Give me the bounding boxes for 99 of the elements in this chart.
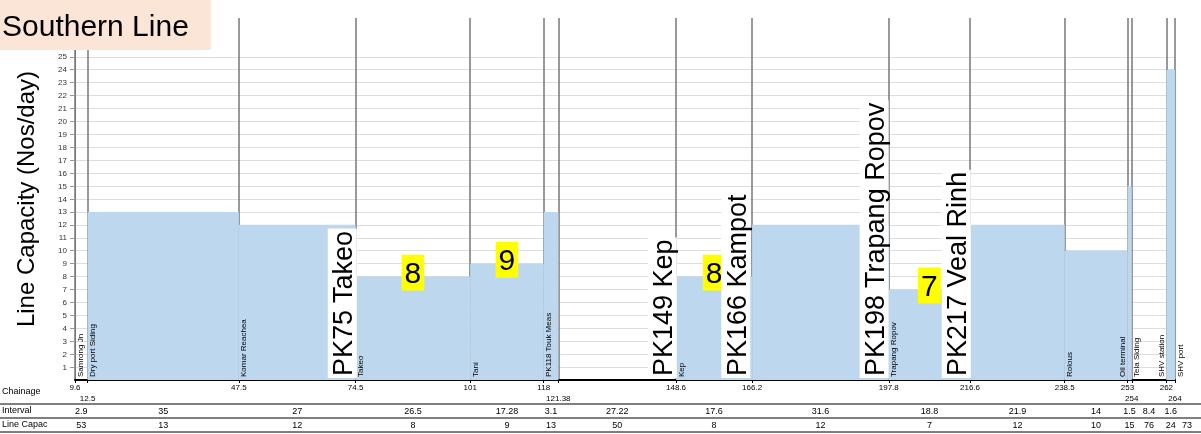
text: 27.22 [605, 406, 629, 416]
y-tick-label: 16 [58, 168, 68, 178]
y-tick-label: 20 [58, 116, 68, 126]
annotation: PK75 Takeo [328, 230, 359, 376]
annotation: PK166 Kampot [721, 193, 752, 376]
text: 8 [410, 420, 416, 430]
text: 31.6 [811, 406, 830, 416]
x-tick-label: 262 [1159, 382, 1174, 392]
data-label: 8 [404, 256, 422, 290]
chart-title: Southern Line [2, 8, 189, 42]
y-tick-label: 7 [62, 285, 68, 294]
text: 12 [1012, 420, 1023, 430]
annotation: Takeo [356, 355, 366, 377]
annotation: Komar Reachea [239, 318, 249, 377]
y-tick-label: 25 [58, 52, 68, 62]
y-tick-label: 19 [58, 129, 68, 139]
text: 26.5 [404, 406, 422, 416]
data-label: 8 [705, 256, 723, 290]
annotation: PK217 Veal Rinh [942, 171, 973, 376]
text: 7 [926, 420, 932, 430]
text: 12 [292, 420, 303, 430]
y-tick-label: 15 [58, 181, 68, 191]
y-tick-label: 24 [58, 65, 68, 75]
x-tick-label: 74.5 [347, 382, 364, 392]
text: 1.6 [1164, 406, 1177, 416]
y-tick-label: 9 [62, 259, 68, 269]
x-tick-label: 47.5 [231, 382, 248, 392]
y-tick-label: 5 [62, 310, 68, 320]
y-tick-label: 14 [58, 194, 68, 204]
y-tick-label: 12 [58, 220, 68, 230]
annotation: Oil terminal [1117, 336, 1127, 377]
x-tick-label: 101 [463, 382, 478, 392]
y-tick-label: 11 [58, 233, 68, 243]
text: 8 [711, 420, 717, 430]
x-tick-label: 118 [537, 382, 551, 392]
text: 8.4 [1142, 406, 1156, 416]
text: Line Capac [2, 418, 49, 429]
text: 13 [546, 420, 557, 430]
text: 24 [1165, 420, 1176, 430]
text: 12 [815, 420, 826, 430]
data-label: 9 [498, 243, 516, 277]
text: 76 [1144, 420, 1155, 430]
y-tick-label: 4 [62, 323, 68, 333]
x-tick-label: 148.6 [666, 382, 687, 392]
text: 2.9 [75, 406, 88, 416]
x-tick-label: 253 [1120, 382, 1135, 392]
text: Chainage [2, 385, 41, 396]
y-tick-label: 18 [58, 142, 68, 152]
text: 13 [158, 420, 169, 430]
x-tick-label: 197.8 [878, 382, 900, 392]
text: 121.38 [546, 393, 572, 403]
text: 73 [1181, 420, 1193, 430]
annotation: Rolous [1065, 352, 1075, 377]
text: 50 [612, 420, 623, 430]
y-tick-label: 17 [58, 155, 68, 165]
y-tick-label: 8 [62, 272, 68, 282]
text: 53 [76, 420, 87, 430]
y-tick-label: 3 [62, 336, 68, 346]
text: 264 [1168, 393, 1183, 403]
annotation: PK198 Trapang Ropov [860, 102, 891, 376]
annotation: Dry port Siding [88, 324, 98, 377]
text: 15 [1124, 420, 1135, 430]
text: 14 [1091, 406, 1102, 416]
y-tick-label: 1 [62, 362, 68, 372]
text: 1.5 [1123, 406, 1136, 416]
annotation: Samrong Jn [75, 333, 85, 377]
text: 21.9 [1008, 406, 1027, 416]
annotation: PK118 Touk Meas [544, 312, 554, 377]
annotation: SHV port [1175, 343, 1185, 377]
text: 17.28 [495, 406, 519, 416]
text: Interval [2, 404, 32, 415]
text: 254 [1125, 393, 1139, 403]
annotation: Tani [470, 362, 480, 377]
y-tick-label: 2 [62, 349, 68, 359]
text: 18.8 [920, 406, 939, 416]
text: 35 [158, 406, 169, 416]
annotation: Tela Siding [1132, 337, 1142, 377]
text: 27 [292, 406, 303, 416]
annotation: PK149 Kep [648, 239, 679, 376]
annotation: SHV station [1156, 334, 1166, 377]
y-axis-title: Line Capacity (Nos/day) [11, 70, 39, 328]
text: 10 [1091, 420, 1102, 430]
x-tick-label: 238.5 [1054, 382, 1076, 392]
x-tick-label: 166.2 [742, 382, 763, 392]
text: 9 [504, 420, 510, 430]
y-tick-label: 6 [62, 297, 68, 307]
x-tick-label: 216.6 [960, 382, 981, 392]
text: 17.6 [705, 406, 723, 416]
y-tick-label: 22 [58, 91, 68, 101]
data-label: 7 [921, 269, 938, 302]
y-tick-label: 21 [58, 104, 68, 113]
y-tick-label: 13 [58, 207, 68, 217]
text: 12.5 [79, 393, 96, 403]
y-tick-label: 23 [58, 78, 68, 88]
text: 3.1 [544, 406, 558, 416]
x-tick-label: 9.6 [69, 382, 82, 392]
annotation: Trapang Ropov [889, 322, 899, 377]
y-tick-label: 10 [58, 246, 68, 256]
annotation: Kep [676, 362, 686, 377]
